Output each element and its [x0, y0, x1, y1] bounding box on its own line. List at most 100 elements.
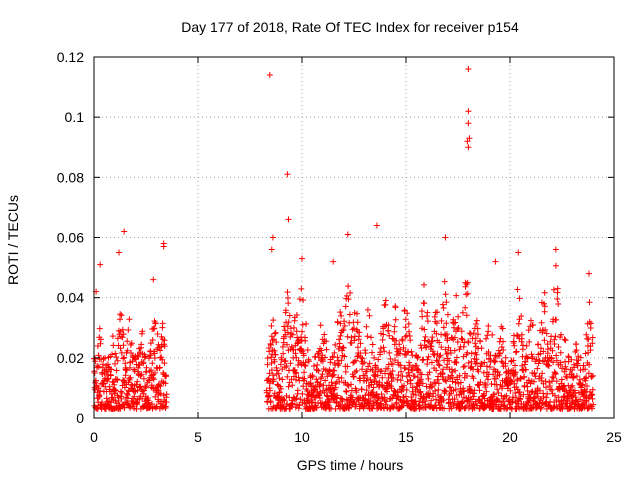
- data-point: [161, 360, 168, 367]
- data-point: [432, 387, 438, 394]
- data-point: [507, 387, 514, 394]
- data-point: [478, 345, 485, 352]
- data-point: [465, 144, 472, 151]
- data-point: [112, 350, 119, 357]
- data-point: [162, 403, 169, 410]
- data-point: [429, 348, 436, 355]
- data-point: [453, 292, 460, 299]
- data-point: [391, 328, 398, 335]
- data-point: [284, 341, 290, 348]
- data-point: [475, 368, 482, 375]
- data-point: [329, 372, 336, 379]
- data-point: [503, 405, 510, 412]
- data-point: [414, 374, 421, 381]
- data-point: [273, 364, 280, 371]
- data-point: [139, 328, 146, 335]
- data-point: [276, 375, 283, 382]
- data-point: [354, 310, 360, 317]
- data-point: [111, 386, 118, 393]
- data-point: [429, 338, 436, 345]
- chart-title: Day 177 of 2018, Rate Of TEC Index for r…: [181, 19, 519, 35]
- data-point: [451, 334, 458, 341]
- data-point: [149, 360, 156, 367]
- data-point: [535, 360, 542, 367]
- data-point: [264, 355, 271, 362]
- data-point: [389, 368, 396, 374]
- data-point: [287, 360, 294, 367]
- data-point: [314, 362, 321, 368]
- data-point: [352, 357, 359, 364]
- x-tick-label: 20: [502, 429, 518, 445]
- data-point: [359, 366, 366, 373]
- data-point: [554, 296, 561, 302]
- data-point: [435, 361, 442, 368]
- data-point: [282, 357, 289, 364]
- data-point: [288, 330, 295, 337]
- data-point: [344, 231, 351, 238]
- data-point: [578, 382, 585, 389]
- data-point: [159, 320, 166, 327]
- data-point: [453, 359, 460, 366]
- data-point: [521, 382, 528, 389]
- data-point: [503, 392, 510, 399]
- data-point: [280, 396, 287, 403]
- data-point: [341, 322, 348, 329]
- x-tick-label: 0: [90, 429, 98, 445]
- data-point: [337, 309, 344, 316]
- data-point: [541, 289, 548, 296]
- data-point: [271, 347, 278, 354]
- data-point: [553, 316, 560, 323]
- data-point: [163, 373, 170, 380]
- data-point: [412, 392, 419, 398]
- data-point: [499, 325, 506, 332]
- data-point: [458, 328, 465, 335]
- data-point: [266, 348, 273, 355]
- data-point: [128, 340, 135, 347]
- data-point: [533, 356, 540, 363]
- data-point: [574, 362, 581, 369]
- y-tick-label: 0.06: [57, 230, 84, 246]
- data-point: [334, 319, 341, 326]
- data-point: [289, 400, 296, 407]
- data-point: [474, 360, 480, 366]
- data-point: [440, 324, 447, 331]
- data-point: [508, 378, 514, 385]
- data-point: [492, 358, 499, 365]
- data-point: [476, 387, 483, 394]
- data-point: [543, 384, 549, 391]
- data-point: [461, 388, 468, 395]
- data-point: [150, 376, 157, 383]
- data-point: [556, 386, 563, 393]
- data-point: [524, 354, 531, 361]
- data-point: [564, 374, 570, 381]
- data-point: [92, 358, 99, 365]
- data-point: [124, 347, 131, 354]
- data-point: [338, 312, 345, 319]
- data-point: [146, 377, 153, 384]
- data-point: [405, 320, 412, 327]
- data-point: [547, 338, 554, 345]
- data-point: [541, 337, 548, 344]
- data-point: [589, 395, 596, 402]
- data-point: [451, 396, 458, 402]
- data-point: [285, 383, 292, 390]
- data-point: [446, 357, 453, 364]
- data-point: [318, 347, 325, 354]
- data-point: [139, 395, 146, 402]
- data-point: [326, 368, 333, 375]
- data-point: [433, 320, 440, 327]
- data-point: [156, 382, 163, 389]
- data-point: [522, 358, 529, 365]
- data-point: [489, 397, 496, 403]
- data-point: [584, 383, 590, 389]
- data-point: [511, 342, 518, 349]
- data-point: [97, 336, 104, 343]
- data-point: [284, 289, 291, 296]
- data-point: [364, 306, 371, 313]
- data-point: [405, 369, 412, 376]
- data-point: [272, 329, 279, 336]
- data-point: [95, 363, 102, 370]
- data-point: [116, 249, 122, 256]
- data-point: [338, 357, 345, 364]
- data-point: [364, 333, 371, 340]
